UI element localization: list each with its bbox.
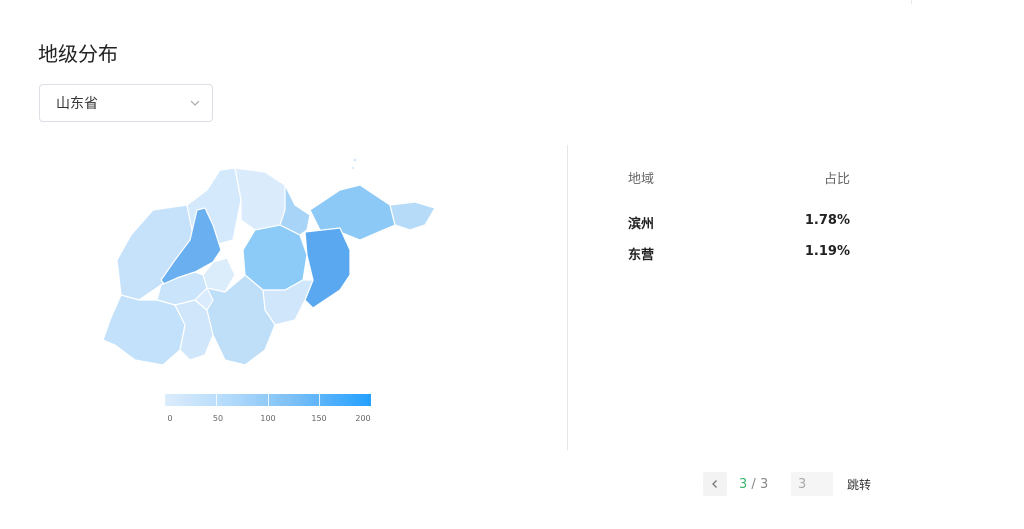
page-title: 地级分布 <box>38 42 118 66</box>
table-row: 东营 1.19% <box>628 244 850 264</box>
map-region[interactable] <box>389 201 436 231</box>
page-separator: / <box>747 476 760 492</box>
island <box>352 167 354 169</box>
table-header: 地域 占比 <box>628 168 850 188</box>
top-edge-mark <box>911 0 912 4</box>
row-region: 滨州 <box>628 217 655 232</box>
province-map <box>95 150 445 380</box>
map-region[interactable] <box>242 224 308 291</box>
vertical-divider <box>567 145 568 450</box>
prev-page-button[interactable] <box>703 472 727 496</box>
province-select-value: 山东省 <box>56 96 98 112</box>
chevron-left-icon <box>712 480 717 488</box>
page-indicator: 3 / 3 <box>739 477 775 492</box>
current-page: 3 <box>739 476 748 492</box>
map-region[interactable] <box>194 287 214 311</box>
row-share: 1.19% <box>804 244 850 259</box>
map-legend: 0 50 100 150 200 <box>165 394 371 428</box>
total-pages: 3 <box>759 476 769 492</box>
province-select[interactable]: 山东省 <box>39 84 213 122</box>
row-share: 1.78% <box>804 213 850 228</box>
legend-tick-label: 50 <box>212 414 224 423</box>
legend-ticks: 0 50 100 150 200 <box>165 414 371 428</box>
legend-tick-label: 200 <box>355 414 371 423</box>
map-region[interactable] <box>304 227 351 309</box>
legend-tick-label: 0 <box>167 414 173 423</box>
legend-gradient-bar <box>165 394 371 406</box>
header-region: 地域 <box>628 172 655 187</box>
row-region: 东营 <box>628 248 655 263</box>
chevron-down-icon <box>190 100 200 106</box>
shandong-map-svg <box>102 158 436 366</box>
pagination: 3 / 3 跳转 <box>703 472 871 496</box>
map-region[interactable] <box>279 184 311 236</box>
legend-tick-label: 150 <box>311 414 327 423</box>
table-row: 滨州 1.78% <box>628 213 850 233</box>
header-share: 占比 <box>823 172 850 187</box>
legend-tick-label: 100 <box>260 414 276 423</box>
map-region[interactable] <box>102 294 186 366</box>
region-share-table: 地域 占比 滨州 1.78% 东营 1.19% <box>628 168 850 275</box>
jump-button[interactable]: 跳转 <box>847 477 872 492</box>
island <box>353 158 357 162</box>
page-jump-input[interactable] <box>791 472 833 496</box>
